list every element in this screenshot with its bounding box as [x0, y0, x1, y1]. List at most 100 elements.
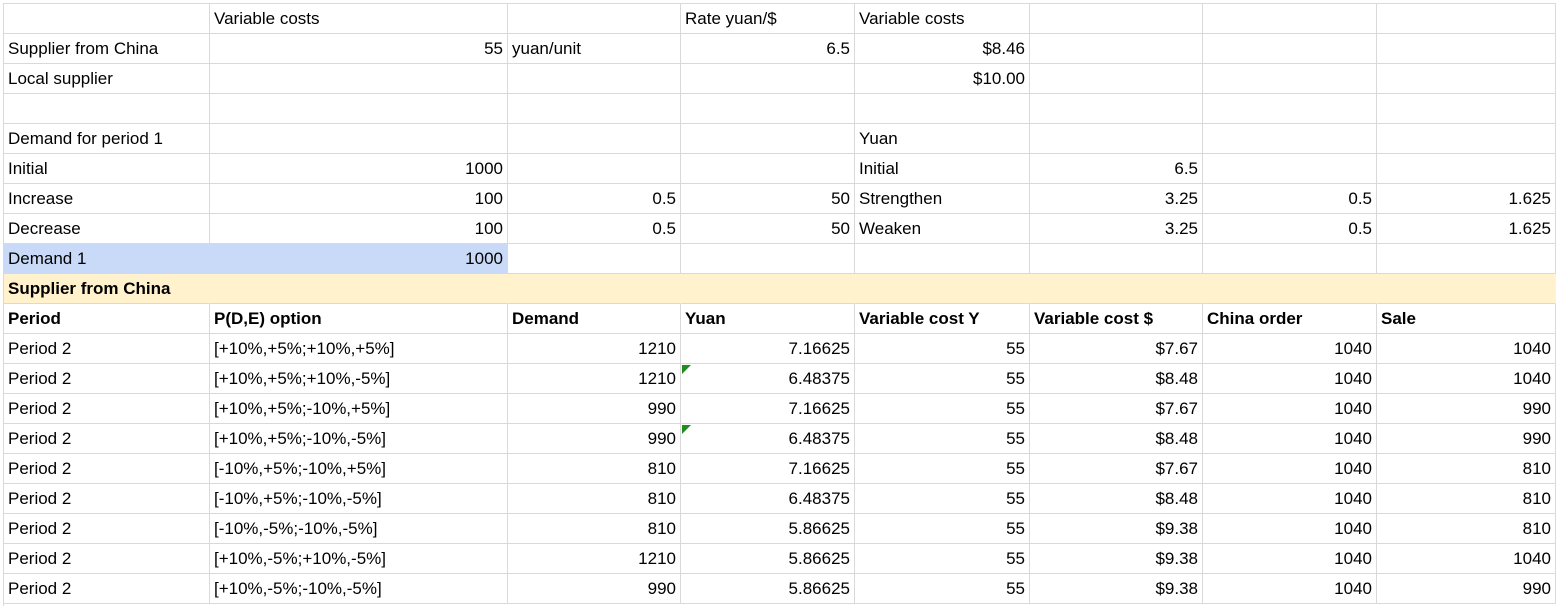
- cell[interactable]: 3.25: [1030, 184, 1203, 214]
- cell[interactable]: [508, 94, 681, 124]
- cell[interactable]: 1040: [1203, 364, 1377, 394]
- cell[interactable]: 990: [508, 424, 681, 454]
- cell[interactable]: [508, 124, 681, 154]
- cell[interactable]: [1030, 64, 1203, 94]
- cell[interactable]: Yuan: [855, 124, 1030, 154]
- cell[interactable]: [+10%,+5%;+10%,+5%]: [210, 334, 508, 364]
- cell[interactable]: [1203, 34, 1377, 64]
- cell[interactable]: [1377, 154, 1556, 184]
- cell[interactable]: 810: [508, 484, 681, 514]
- cell[interactable]: Period 2: [4, 484, 210, 514]
- cell[interactable]: [508, 154, 681, 184]
- cell[interactable]: [-10%,-5%;-10%,-5%]: [210, 514, 508, 544]
- cell[interactable]: [1377, 94, 1556, 124]
- cell[interactable]: [1030, 124, 1203, 154]
- cell[interactable]: Sale: [1377, 304, 1556, 334]
- cell[interactable]: 100: [210, 214, 508, 244]
- cell[interactable]: Demand 1: [4, 244, 210, 274]
- cell[interactable]: [210, 274, 508, 304]
- cell[interactable]: P(D,E) option: [210, 304, 508, 334]
- cell[interactable]: Period 2: [4, 514, 210, 544]
- cell[interactable]: 1040: [1203, 514, 1377, 544]
- cell[interactable]: Period 2: [4, 544, 210, 574]
- cell[interactable]: 7.16625: [681, 454, 855, 484]
- cell[interactable]: 1.625: [1377, 184, 1556, 214]
- cell[interactable]: [1030, 274, 1203, 304]
- cell[interactable]: $9.38: [1030, 514, 1203, 544]
- cell[interactable]: 1040: [1203, 574, 1377, 604]
- cell[interactable]: Period 2: [4, 454, 210, 484]
- cell[interactable]: yuan/unit: [508, 34, 681, 64]
- cell[interactable]: 6.48375: [681, 484, 855, 514]
- cell[interactable]: $10.00: [855, 64, 1030, 94]
- cell[interactable]: 1040: [1377, 364, 1556, 394]
- cell[interactable]: [+10%,+5%;-10%,+5%]: [210, 394, 508, 424]
- cell[interactable]: 1040: [1203, 454, 1377, 484]
- cell[interactable]: 55: [855, 334, 1030, 364]
- cell[interactable]: 5.86625: [681, 514, 855, 544]
- cell[interactable]: 1040: [1377, 544, 1556, 574]
- cell[interactable]: 810: [1377, 484, 1556, 514]
- cell[interactable]: [+10%,+5%;+10%,-5%]: [210, 364, 508, 394]
- cell[interactable]: Strengthen: [855, 184, 1030, 214]
- cell[interactable]: [1203, 64, 1377, 94]
- cell[interactable]: 55: [210, 34, 508, 64]
- cell[interactable]: 6.5: [1030, 154, 1203, 184]
- cell[interactable]: $8.48: [1030, 364, 1203, 394]
- cell[interactable]: 5.86625: [681, 574, 855, 604]
- cell[interactable]: [681, 154, 855, 184]
- cell[interactable]: Period 2: [4, 364, 210, 394]
- cell[interactable]: [4, 94, 210, 124]
- cell[interactable]: Weaken: [855, 214, 1030, 244]
- cell[interactable]: 1.625: [1377, 214, 1556, 244]
- cell[interactable]: Period: [4, 304, 210, 334]
- cell[interactable]: 0.5: [1203, 214, 1377, 244]
- cell[interactable]: [681, 94, 855, 124]
- cell[interactable]: [1030, 4, 1203, 34]
- cell[interactable]: 100: [210, 184, 508, 214]
- cell[interactable]: 7.16625: [681, 334, 855, 364]
- cell[interactable]: 1210: [508, 544, 681, 574]
- cell[interactable]: [210, 124, 508, 154]
- cell[interactable]: 810: [508, 454, 681, 484]
- cell[interactable]: 990: [508, 394, 681, 424]
- cell[interactable]: 990: [508, 574, 681, 604]
- cell[interactable]: [855, 244, 1030, 274]
- cell[interactable]: 55: [855, 394, 1030, 424]
- cell[interactable]: [1030, 244, 1203, 274]
- cell[interactable]: 55: [855, 454, 1030, 484]
- cell[interactable]: [508, 274, 681, 304]
- cell[interactable]: 50: [681, 184, 855, 214]
- cell[interactable]: Decrease: [4, 214, 210, 244]
- cell[interactable]: $8.46: [855, 34, 1030, 64]
- cell[interactable]: [210, 64, 508, 94]
- cell[interactable]: [681, 64, 855, 94]
- cell[interactable]: [681, 244, 855, 274]
- cell[interactable]: 990: [1377, 424, 1556, 454]
- cell[interactable]: Period 2: [4, 394, 210, 424]
- cell[interactable]: 55: [855, 364, 1030, 394]
- cell[interactable]: [+10%,+5%;-10%,-5%]: [210, 424, 508, 454]
- cell[interactable]: $7.67: [1030, 334, 1203, 364]
- cell[interactable]: $9.38: [1030, 574, 1203, 604]
- cell[interactable]: 1210: [508, 364, 681, 394]
- cell[interactable]: [4, 4, 210, 34]
- cell[interactable]: [1203, 4, 1377, 34]
- cell[interactable]: 7.16625: [681, 394, 855, 424]
- cell[interactable]: Increase: [4, 184, 210, 214]
- cell[interactable]: [508, 244, 681, 274]
- cell[interactable]: Demand: [508, 304, 681, 334]
- cell[interactable]: Local supplier: [4, 64, 210, 94]
- cell[interactable]: 0.5: [508, 214, 681, 244]
- cell[interactable]: [681, 124, 855, 154]
- cell[interactable]: [1377, 4, 1556, 34]
- cell[interactable]: 0.5: [1203, 184, 1377, 214]
- cell[interactable]: [1203, 124, 1377, 154]
- cell[interactable]: [1030, 94, 1203, 124]
- cell[interactable]: $7.67: [1030, 454, 1203, 484]
- cell[interactable]: 990: [1377, 394, 1556, 424]
- cell[interactable]: 55: [855, 544, 1030, 574]
- cell[interactable]: [681, 274, 855, 304]
- cell[interactable]: $8.48: [1030, 484, 1203, 514]
- cell[interactable]: [1377, 124, 1556, 154]
